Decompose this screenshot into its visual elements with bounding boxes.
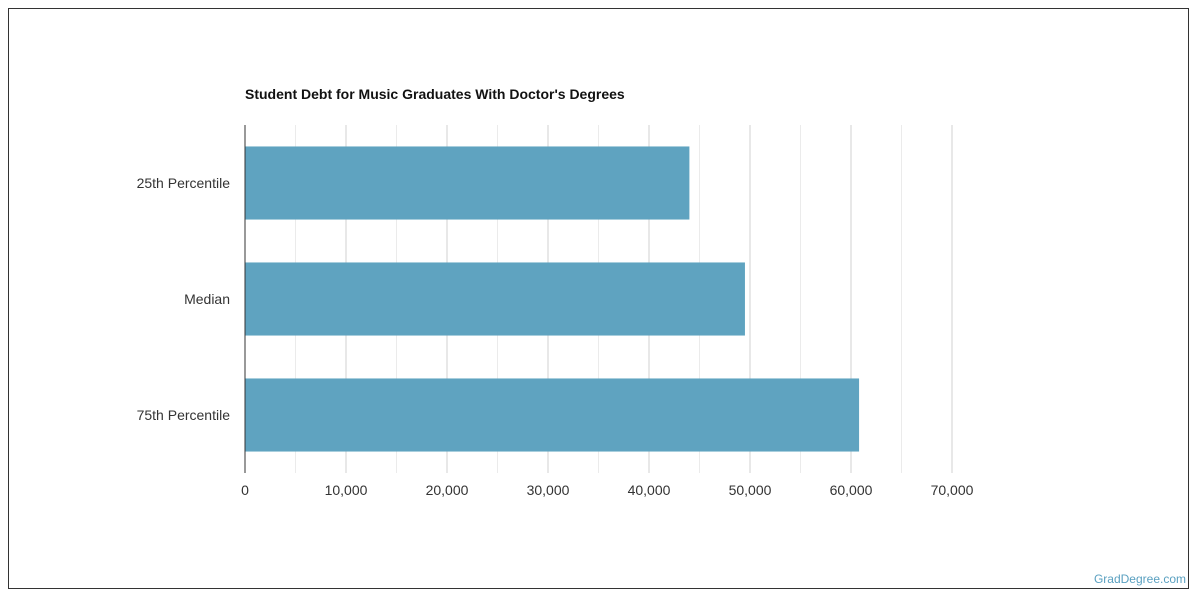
bar-75th-percentile [245, 378, 860, 452]
watermark: GradDegree.com [1093, 572, 1186, 586]
category-label: 25th Percentile [137, 175, 231, 191]
bar-25th-percentile [245, 146, 690, 220]
category-label: Median [184, 291, 230, 307]
bars [245, 146, 860, 452]
category-labels: 25th Percentile Median 75th Percentile [137, 175, 231, 423]
x-tick-label: 20,000 [426, 482, 469, 498]
chart-title: Student Debt for Music Graduates With Do… [245, 86, 625, 102]
x-tick-labels: 0 10,000 20,000 30,000 40,000 50,000 60,000 70,… [241, 482, 974, 498]
x-tick-label: 40,000 [628, 482, 671, 498]
x-tick-label: 60,000 [830, 482, 873, 498]
x-tick-label: 0 [241, 482, 249, 498]
bar-median [245, 262, 745, 336]
x-tick-label: 10,000 [325, 482, 368, 498]
x-tick-label: 70,000 [931, 482, 974, 498]
x-tick-label: 50,000 [729, 482, 772, 498]
x-tick-label: 30,000 [527, 482, 570, 498]
category-label: 75th Percentile [137, 407, 231, 423]
